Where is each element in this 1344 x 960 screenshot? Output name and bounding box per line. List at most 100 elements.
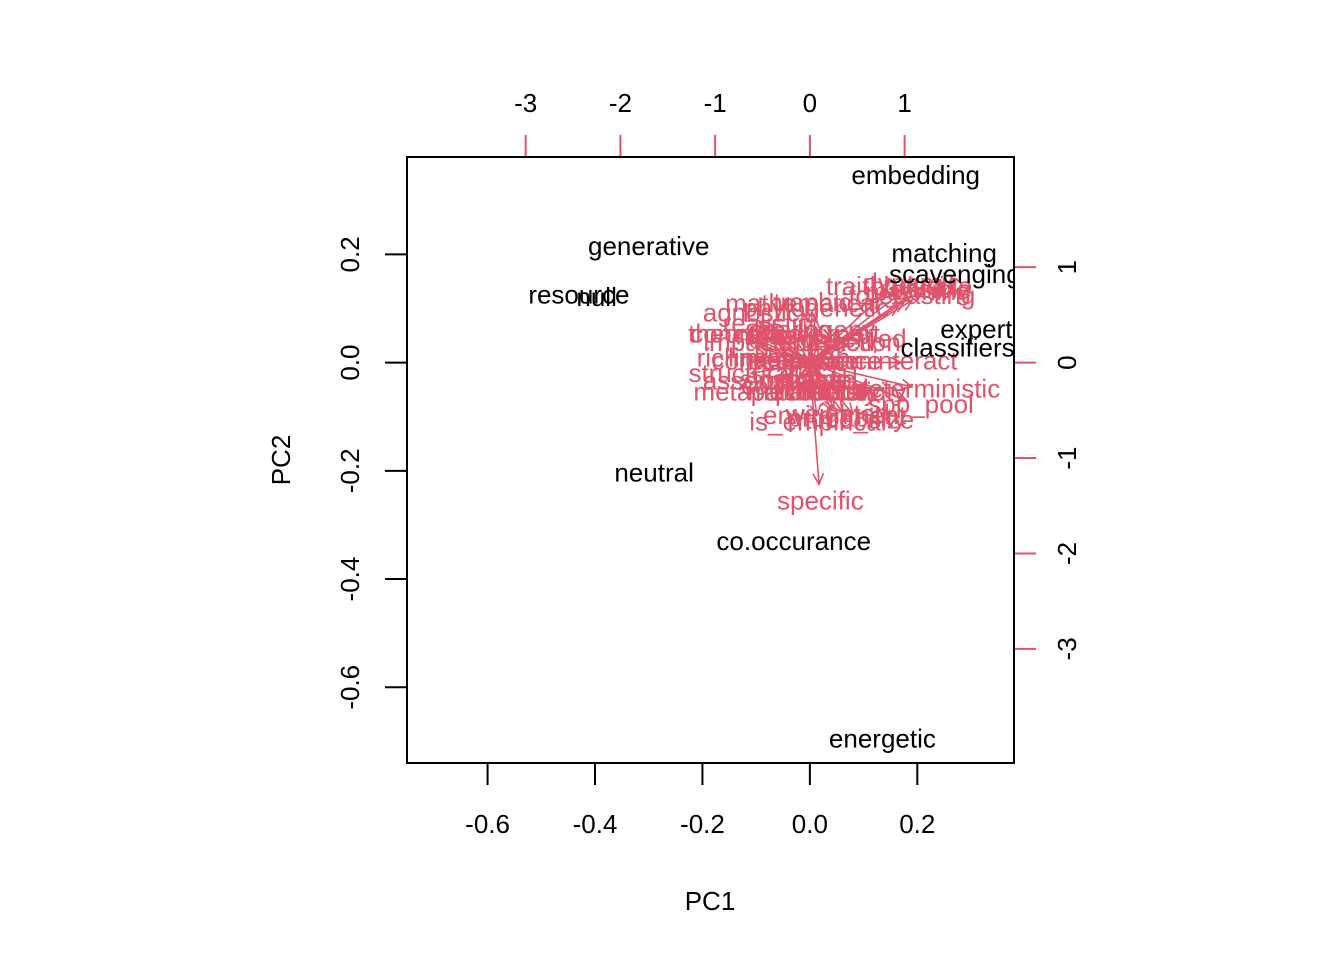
- loading-structural: structural: [688, 358, 811, 388]
- loading-label: feasible: [882, 274, 972, 304]
- loading-arrow: [787, 362, 811, 391]
- loading-label: is_empirical: [749, 406, 886, 436]
- loading-label: spp_pool: [868, 389, 974, 419]
- top-tick-label: 0: [803, 88, 817, 118]
- loading-arrowhead: [886, 293, 900, 307]
- y-axis-label: PC2: [266, 435, 296, 486]
- x-tick-label: 0.2: [899, 809, 935, 839]
- loading-label: trophic: [773, 287, 851, 317]
- y-tick-label: -0.2: [335, 448, 365, 493]
- plot-frame: [406, 156, 1015, 764]
- loading-food: food: [748, 321, 811, 364]
- loading-arrowhead: [868, 296, 882, 310]
- loading-arrow: [802, 312, 811, 363]
- loading-arrow: [771, 329, 811, 364]
- loading-label: richness: [697, 342, 794, 372]
- loading-label: community: [741, 370, 867, 400]
- loading-is-empirical: is_empirical: [749, 362, 887, 436]
- x-tick-label: -0.4: [573, 809, 618, 839]
- loading-arrowhead: [891, 301, 906, 313]
- loading-label: dynamic: [863, 268, 960, 298]
- right-tick-label: -3: [1052, 637, 1082, 660]
- loading-interaction: interaction: [781, 327, 901, 364]
- loading-arrowhead: [890, 356, 904, 369]
- loading-niche: niche: [736, 321, 811, 364]
- loading-arrowhead: [900, 378, 914, 391]
- loading-label: deterministic: [854, 373, 1000, 403]
- loading-label: links: [728, 342, 780, 372]
- top-tick-label: -3: [514, 88, 537, 118]
- loading-specific: specific: [777, 362, 864, 515]
- loading-label: mathematical: [725, 288, 880, 318]
- loading-arrowhead: [757, 319, 771, 333]
- score-label-generative: generative: [588, 231, 709, 261]
- loading-realistic: realistic: [723, 308, 811, 364]
- loading-probability: probability: [788, 362, 906, 433]
- score-label-embedding: embedding: [851, 160, 980, 190]
- top-tick-label: 1: [897, 88, 911, 118]
- loading-arrow: [809, 362, 854, 415]
- loading-phylogeny: phylogeny: [757, 314, 876, 363]
- x-tick-label: -0.6: [465, 809, 510, 839]
- loading-arrowhead: [821, 398, 833, 412]
- y-tick-label: 0.2: [335, 236, 365, 272]
- loading-arrowhead: [776, 339, 790, 352]
- loading-label: mechanistic: [747, 377, 884, 407]
- loading-arrowhead: [805, 309, 818, 324]
- loading-arrowhead: [803, 378, 816, 392]
- right-tick-label: -2: [1052, 542, 1082, 565]
- loading-label: interact: [872, 345, 958, 375]
- loading-agnostic: agnostic: [703, 298, 811, 364]
- loading-interact: interact: [809, 345, 958, 375]
- score-label-classifiers: classifiers: [901, 332, 1015, 362]
- loading-arrowhead: [786, 356, 800, 369]
- loading-deterministic: deterministic: [809, 361, 1000, 403]
- loading-label: food: [748, 321, 799, 351]
- loading-arrowhead: [807, 333, 820, 348]
- loading-arrow: [777, 361, 811, 381]
- loading-arrowhead: [792, 333, 805, 348]
- loading-arrowhead: [831, 400, 844, 414]
- loading-label: connectance: [711, 345, 858, 375]
- loading-arrowhead: [754, 343, 769, 356]
- loading-label: theoretical: [688, 319, 808, 349]
- loading-label: parameter: [751, 377, 870, 407]
- loading-label: phylogenetic: [743, 293, 889, 323]
- right-tick-label: -1: [1052, 446, 1082, 469]
- loading-arrowhead: [812, 472, 825, 487]
- loading-arrowhead: [759, 354, 773, 367]
- loading-spp-pool: spp_pool: [809, 361, 974, 419]
- loading-arrowhead: [798, 366, 810, 381]
- loading-arrowhead: [899, 299, 914, 311]
- loading-arrow: [809, 361, 913, 388]
- score-label-matching: matching: [891, 238, 997, 268]
- loading-label: time_size: [804, 405, 914, 435]
- right-tick-label: 1: [1052, 260, 1082, 274]
- top-tick-label: -1: [704, 88, 727, 118]
- loading-arrow: [809, 311, 813, 363]
- loading-arrowhead: [787, 377, 800, 392]
- loading-label: trait_based: [826, 271, 955, 301]
- top-tick-label: -2: [609, 88, 632, 118]
- loading-label: interaction: [781, 327, 901, 357]
- loading-arrow: [750, 361, 811, 375]
- loading-time-size: time_size: [804, 362, 914, 435]
- loading-arrowhead: [824, 345, 839, 357]
- loading-label: niche: [736, 321, 798, 351]
- loading-arrowhead: [894, 391, 909, 403]
- loading-arrowhead: [751, 354, 765, 367]
- loading-metacommunity: metacommunity: [693, 362, 877, 407]
- loading-label: forecasting: [848, 280, 975, 310]
- y-tick-label: -0.6: [335, 665, 365, 710]
- loading-arrow: [809, 362, 843, 413]
- loading-theoretical: theoretical: [688, 319, 811, 364]
- loading-matching: matching: [809, 276, 971, 364]
- loading-label: structural: [688, 358, 795, 388]
- loading-arrowhead: [770, 328, 785, 342]
- loading-parameter: parameter: [751, 362, 870, 407]
- loading-environment: environment: [763, 362, 907, 430]
- loading-label: phylogeny: [757, 314, 876, 344]
- score-label-expert: expert: [940, 314, 1013, 344]
- axes-layer: -0.6 -0.4 -0.2 0.0 0.2 -0.6 -0.4 -0.2 0.0 0.2 -3 -2…: [335, 88, 1082, 839]
